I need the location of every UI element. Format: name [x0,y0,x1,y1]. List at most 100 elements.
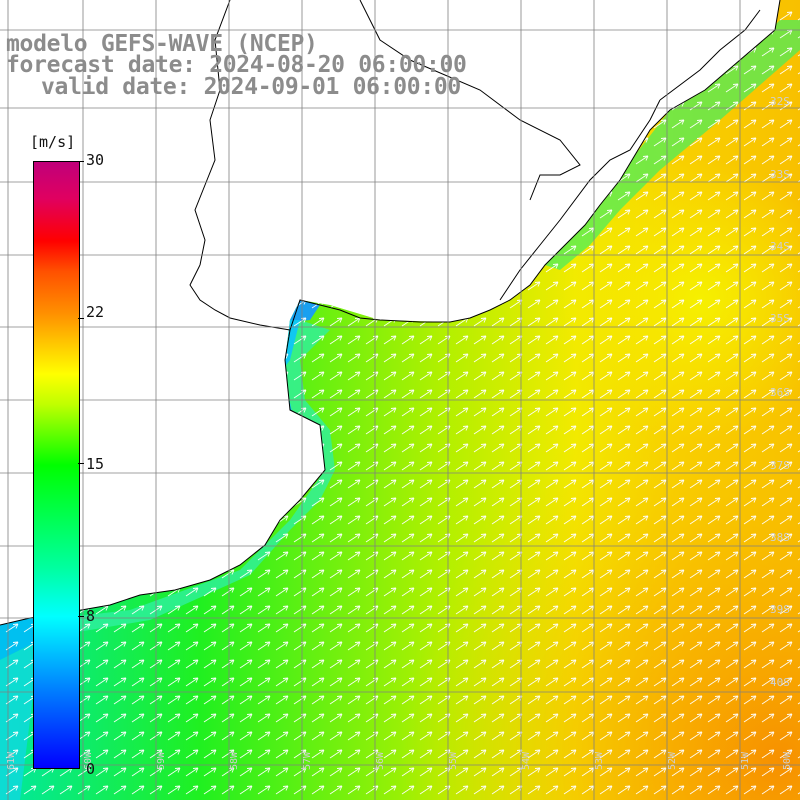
wind-arrow [527,479,541,489]
wind-arrow [167,191,181,201]
wind-arrow [617,191,631,201]
wind-arrow [221,389,235,399]
wind-arrow [419,533,433,543]
wind-arrow [221,119,235,129]
wind-arrow [689,569,703,579]
wind-arrow [131,335,145,345]
wind-arrow [167,749,181,759]
wind-arrow [743,785,757,795]
wind-arrow [77,11,91,21]
wind-arrow [455,605,469,615]
wind-arrow [761,371,775,381]
wind-arrow [347,245,361,255]
wind-arrow [41,785,55,795]
wind-arrow [95,209,109,219]
wind-arrow [347,497,361,507]
wind-arrow [23,101,37,111]
wind-arrow [725,515,739,525]
wind-arrow [599,623,613,633]
wind-arrow [725,713,739,723]
wind-arrow [671,767,685,777]
wind-arrow [257,731,271,741]
wind-arrow [779,317,793,327]
wind-arrow [275,605,289,615]
wind-arrow [743,335,757,345]
wind-arrow [383,569,397,579]
wind-arrow [779,641,793,651]
wind-arrow [617,407,631,417]
wind-arrow [689,443,703,453]
wind-arrow [275,407,289,417]
wind-arrow [779,119,793,129]
wind-arrow [635,65,649,75]
colorbar-tick-label: 15 [86,455,105,473]
wind-arrow [635,605,649,615]
wind-arrow [743,137,757,147]
wind-arrow [545,317,559,327]
wind-arrow [671,83,685,93]
wind-arrow [725,389,739,399]
wind-arrow [221,245,235,255]
wind-arrow [473,263,487,273]
wind-arrow [131,731,145,741]
wind-arrow [689,515,703,525]
wind-arrow [239,263,253,273]
wind-arrow [635,317,649,327]
wind-arrow [599,515,613,525]
wind-arrow [347,641,361,651]
wind-arrow [419,587,433,597]
wind-arrow [761,407,775,417]
wind-arrow [689,389,703,399]
wind-arrow [167,227,181,237]
wind-arrow [761,299,775,309]
wind-arrow [401,371,415,381]
wind-arrow [671,695,685,705]
wind-arrow [383,731,397,741]
wind-arrow [653,317,667,327]
wind-arrow [581,191,595,201]
wind-arrow [563,47,577,57]
wind-arrow [311,533,325,543]
wind-arrow [221,533,235,543]
wind-arrow [779,155,793,165]
wind-arrow [131,551,145,561]
wind-arrow [491,281,505,291]
wind-arrow [347,479,361,489]
wind-arrow [419,299,433,309]
wind-arrow [599,713,613,723]
wind-arrow [599,281,613,291]
wind-arrow [617,515,631,525]
wind-arrow [527,641,541,651]
wind-arrow [671,227,685,237]
wind-arrow [239,731,253,741]
wind-arrow [455,263,469,273]
wind-arrow [95,335,109,345]
wind-arrow [131,641,145,651]
wind-arrow [743,767,757,777]
wind-arrow [545,191,559,201]
wind-arrow [113,479,127,489]
wind-arrow [653,677,667,687]
wind-arrow [293,281,307,291]
wind-arrow [599,101,613,111]
wind-arrow [617,551,631,561]
wind-arrow [563,371,577,381]
wind-arrow [545,443,559,453]
wind-arrow [275,299,289,309]
wind-arrow [743,731,757,741]
wind-arrow [707,281,721,291]
wind-arrow [401,173,415,183]
wind-arrow [599,641,613,651]
wind-arrow [167,101,181,111]
wind-arrow [383,479,397,489]
wind-arrow [473,461,487,471]
wind-arrow [599,569,613,579]
wind-arrow [203,749,217,759]
wind-arrow [311,407,325,417]
wind-arrow [725,155,739,165]
wind-arrow [743,317,757,327]
wind-arrow [527,353,541,363]
wind-arrow [527,677,541,687]
wind-arrow [671,515,685,525]
wind-arrow [617,155,631,165]
